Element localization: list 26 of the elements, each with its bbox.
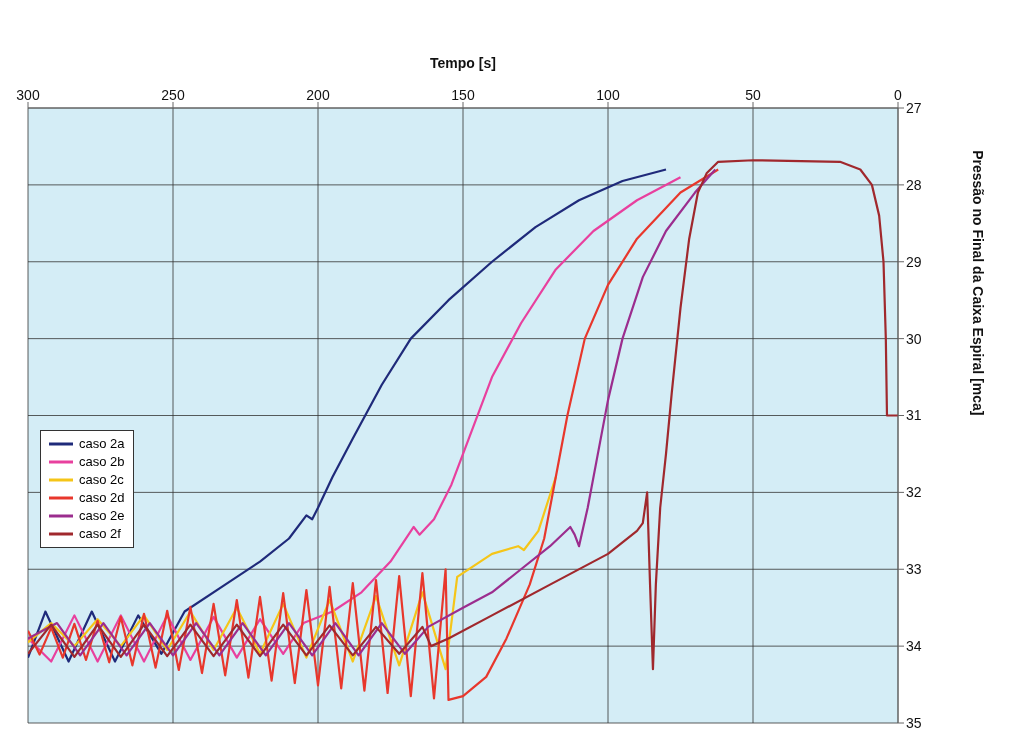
legend-label: caso 2a: [79, 435, 125, 453]
y-tick-label: 32: [906, 484, 922, 501]
y-tick-label: 33: [906, 561, 922, 578]
legend-label: caso 2c: [79, 471, 124, 489]
y-axis-title: Pressão no Final da Caixa Espiral [mca]: [970, 150, 987, 416]
x-axis-title: Tempo [s]: [430, 54, 496, 71]
x-tick-label: 300: [16, 87, 40, 103]
x-tick-label: 150: [451, 87, 475, 103]
y-tick-label: 27: [906, 99, 922, 116]
x-tick-label: 100: [596, 87, 620, 103]
y-tick-label: 28: [906, 176, 922, 193]
y-tick-label: 30: [906, 330, 922, 347]
legend-label: caso 2b: [79, 453, 125, 471]
y-tick-label: 35: [906, 714, 922, 731]
y-tick-label: 31: [906, 407, 922, 424]
line-series: [28, 159, 898, 671]
x-tick-label: 250: [161, 87, 185, 103]
line-series: [28, 475, 557, 671]
legend-label: caso 2d: [79, 489, 125, 507]
y-tick-label: 34: [906, 638, 922, 655]
x-tick-label: 0: [894, 87, 903, 103]
x-tick-label: 200: [306, 87, 330, 103]
x-tick-label: 50: [745, 87, 761, 103]
y-tick-label: 29: [906, 253, 922, 270]
legend-label: caso 2f: [79, 525, 121, 543]
legend-label: caso 2e: [79, 507, 125, 525]
